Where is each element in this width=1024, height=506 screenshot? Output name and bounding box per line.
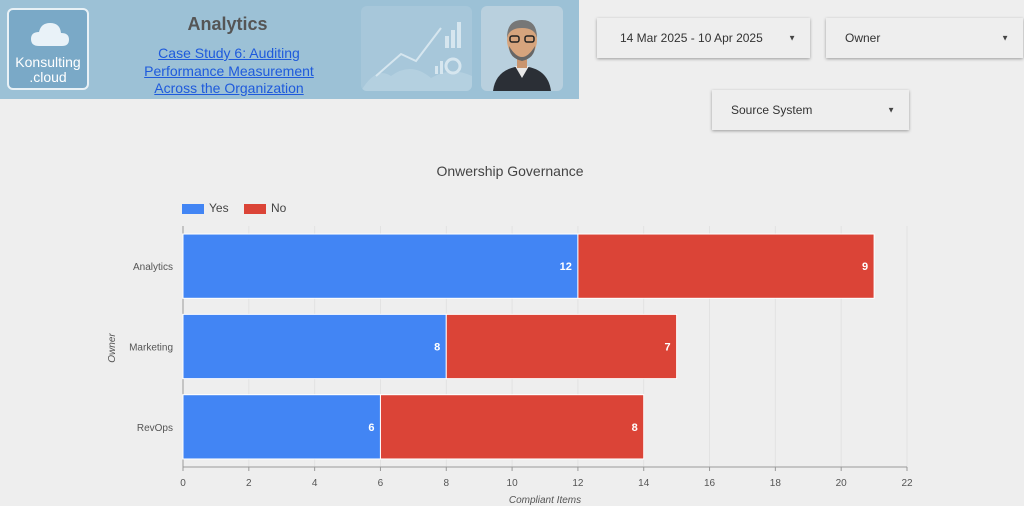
analytics-graphic — [361, 6, 472, 91]
data-label: 8 — [632, 422, 638, 434]
bar-yes-marketing — [182, 313, 447, 380]
x-tick-label: 18 — [770, 478, 782, 489]
x-tick-label: 20 — [836, 478, 848, 489]
data-label: 12 — [560, 261, 572, 273]
source-system-dropdown[interactable]: Source System ▼ — [712, 90, 909, 130]
x-axis-title: Compliant Items — [509, 495, 581, 506]
x-tick-label: 10 — [507, 478, 519, 489]
x-tick-label: 14 — [638, 478, 650, 489]
case-study-link[interactable]: Case Study 6: Auditing Performance Measu… — [144, 45, 314, 96]
chart-title: Onwership Governance — [436, 163, 583, 179]
logo-text-line1: Konsulting — [15, 54, 81, 70]
source-system-label: Source System — [731, 103, 813, 117]
x-tick-label: 22 — [901, 478, 913, 489]
x-tick-label: 6 — [378, 478, 384, 489]
date-range-value: 14 Mar 2025 - 10 Apr 2025 — [620, 31, 763, 45]
data-label: 9 — [862, 261, 868, 273]
legend-no-swatch — [244, 203, 266, 214]
y-tick-label: RevOps — [137, 423, 173, 434]
caret-down-icon: ▼ — [788, 33, 796, 43]
x-tick-label: 2 — [246, 478, 252, 489]
bar-no-revops — [379, 394, 645, 460]
legend-no[interactable]: No — [244, 201, 286, 215]
data-label: 7 — [665, 342, 671, 354]
x-tick-label: 12 — [572, 478, 584, 489]
y-tick-label: Marketing — [129, 343, 173, 354]
caret-down-icon: ▼ — [887, 105, 895, 115]
legend-yes-swatch — [182, 203, 204, 214]
legend-yes[interactable]: Yes — [182, 201, 229, 215]
x-tick-label: 4 — [312, 478, 318, 489]
x-tick-label: 16 — [704, 478, 716, 489]
legend-no-label: No — [271, 201, 287, 215]
bar-no-analytics — [577, 233, 875, 299]
owner-label: Owner — [845, 31, 881, 45]
header-banner: Konsulting .cloud Analytics Case Study 6… — [0, 0, 579, 99]
y-axis-title: Owner — [107, 333, 118, 363]
konsulting-logo[interactable]: Konsulting .cloud — [7, 8, 89, 90]
data-label: 8 — [434, 342, 440, 354]
logo-text-line2: .cloud — [29, 69, 67, 85]
bar-yes-analytics — [182, 233, 579, 299]
bar-no-marketing — [445, 313, 678, 380]
cloud-icon — [31, 23, 69, 46]
owner-dropdown[interactable]: Owner ▼ — [826, 18, 1023, 58]
bar-yes-revops — [182, 394, 381, 460]
person-avatar — [481, 6, 563, 91]
legend-yes-label: Yes — [209, 201, 229, 215]
data-label: 6 — [368, 422, 374, 434]
y-tick-label: Analytics — [133, 262, 173, 273]
page-title: Analytics — [187, 14, 268, 34]
x-tick-label: 0 — [180, 478, 186, 489]
x-tick-label: 8 — [443, 478, 449, 489]
caret-down-icon: ▼ — [1001, 33, 1009, 43]
date-range-dropdown[interactable]: 14 Mar 2025 - 10 Apr 2025 ▼ — [597, 18, 810, 58]
